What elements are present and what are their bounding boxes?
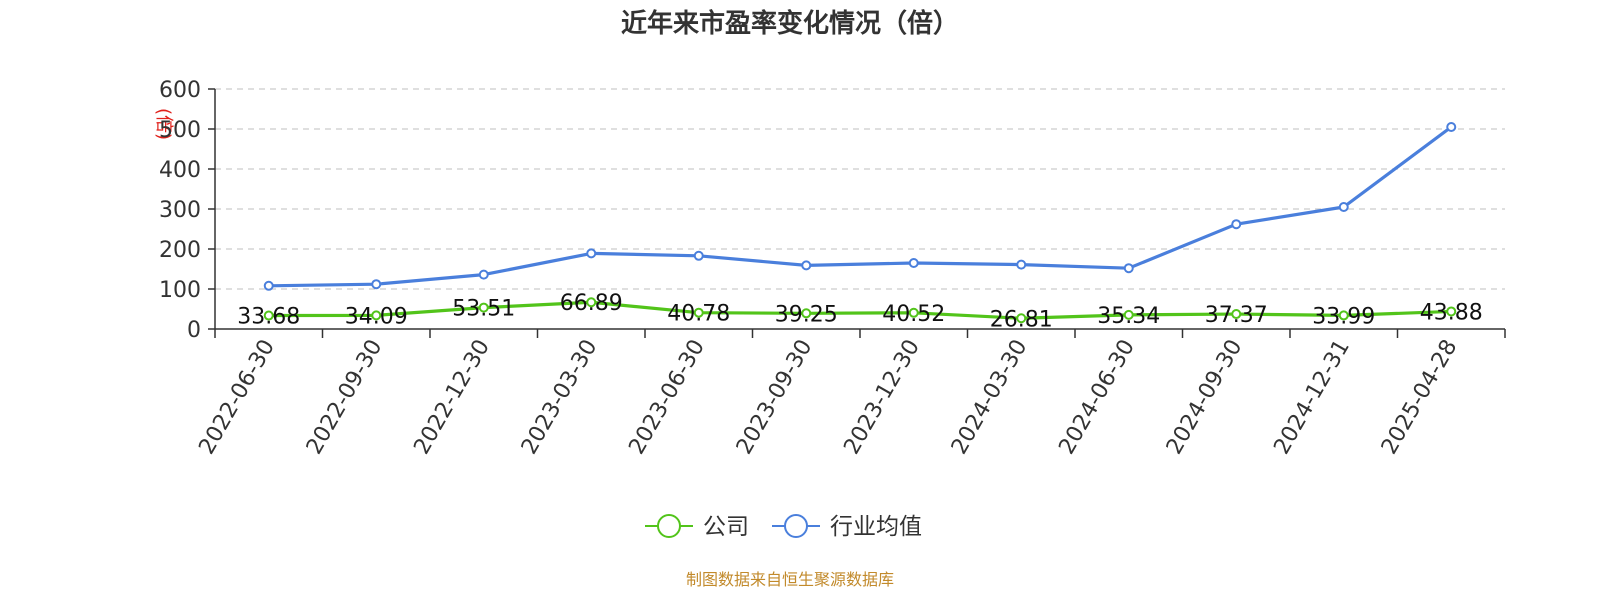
- data-label: 40.78: [667, 302, 730, 327]
- legend-marker-icon: [784, 514, 808, 538]
- legend-marker-icon: [657, 514, 681, 538]
- data-point[interactable]: [1231, 219, 1242, 230]
- data-point[interactable]: [908, 307, 919, 318]
- data-label: 43.88: [1420, 300, 1483, 325]
- data-label: 39.25: [775, 302, 838, 327]
- data-point[interactable]: [908, 258, 919, 268]
- data-point[interactable]: [693, 250, 704, 261]
- y-tick-label: 500: [159, 118, 201, 143]
- grid-lines: [215, 88, 1505, 290]
- x-tick-label: 2023-09-30: [732, 336, 818, 459]
- series-lines: [263, 122, 1457, 324]
- data-label: 37.37: [1205, 303, 1268, 328]
- data-point[interactable]: [1123, 263, 1134, 274]
- data-point[interactable]: [263, 280, 274, 291]
- data-point[interactable]: [1016, 313, 1027, 324]
- series-line-industry: [268, 125, 1453, 288]
- legend-label: 行业均值: [830, 514, 922, 540]
- legend-item-industry[interactable]: 行业均值: [772, 514, 922, 540]
- data-point[interactable]: [586, 248, 597, 259]
- data-label: 33.68: [237, 305, 300, 330]
- data-labels: 33.68 34.09 53.51 66.89 40.78 39.25 40.52 26.81…: [237, 291, 1482, 332]
- x-tick-label: 2024-06-30: [1054, 336, 1140, 459]
- x-tick-label: 2022-09-30: [302, 336, 388, 459]
- data-label: 66.89: [560, 291, 623, 316]
- legend-item-company[interactable]: 公司: [645, 514, 749, 540]
- chart-title: 近年来市盈率变化情况（倍）: [621, 8, 959, 39]
- y-tick-label: 600: [159, 78, 201, 103]
- data-point[interactable]: [1231, 309, 1242, 320]
- x-tick-label: 2023-03-30: [517, 336, 603, 459]
- data-point[interactable]: [478, 269, 489, 280]
- data-label: 35.34: [1097, 304, 1160, 329]
- legend-label: 公司: [703, 514, 749, 540]
- data-label: 34.09: [345, 304, 408, 329]
- data-point[interactable]: [801, 308, 812, 319]
- x-tick-label: 2022-12-30: [409, 336, 495, 459]
- data-label: 33.99: [1312, 304, 1375, 329]
- y-tick-label: 300: [159, 198, 201, 223]
- y-tick-label: 100: [159, 278, 201, 303]
- y-tick-label: 0: [187, 318, 201, 343]
- data-point[interactable]: [478, 302, 489, 313]
- x-tick-label: 2024-09-30: [1162, 336, 1248, 459]
- data-label: 26.81: [990, 307, 1053, 332]
- data-point[interactable]: [693, 307, 704, 318]
- source-note: 制图数据来自恒生聚源数据库: [686, 570, 894, 589]
- data-point[interactable]: [1123, 309, 1134, 320]
- x-tick-label: 2023-12-30: [839, 336, 925, 459]
- data-point[interactable]: [263, 310, 274, 321]
- y-axis-label: (倍): [153, 108, 174, 140]
- data-point[interactable]: [586, 297, 597, 308]
- data-point[interactable]: [1446, 306, 1457, 317]
- data-point[interactable]: [371, 310, 382, 321]
- x-tick-label: 2023-06-30: [624, 336, 710, 459]
- data-point[interactable]: [801, 260, 812, 271]
- x-tick-label: 2025-04-28: [1377, 336, 1463, 459]
- x-tick-label: 2022-06-30: [194, 336, 280, 459]
- y-tick-label: 400: [159, 158, 201, 183]
- data-point[interactable]: [1338, 202, 1349, 212]
- data-point[interactable]: [1446, 122, 1457, 132]
- y-tick-label: 200: [159, 238, 201, 263]
- x-tick-label: 2024-03-30: [947, 336, 1033, 459]
- data-point[interactable]: [1338, 310, 1349, 321]
- legend[interactable]: 公司 行业均值: [645, 514, 922, 540]
- data-point[interactable]: [1016, 259, 1027, 270]
- series-line-company: [268, 300, 1452, 320]
- data-point[interactable]: [371, 279, 382, 290]
- x-tick-label: 2024-12-31: [1269, 336, 1355, 459]
- data-label: 53.51: [452, 297, 515, 322]
- data-label: 40.52: [882, 302, 945, 327]
